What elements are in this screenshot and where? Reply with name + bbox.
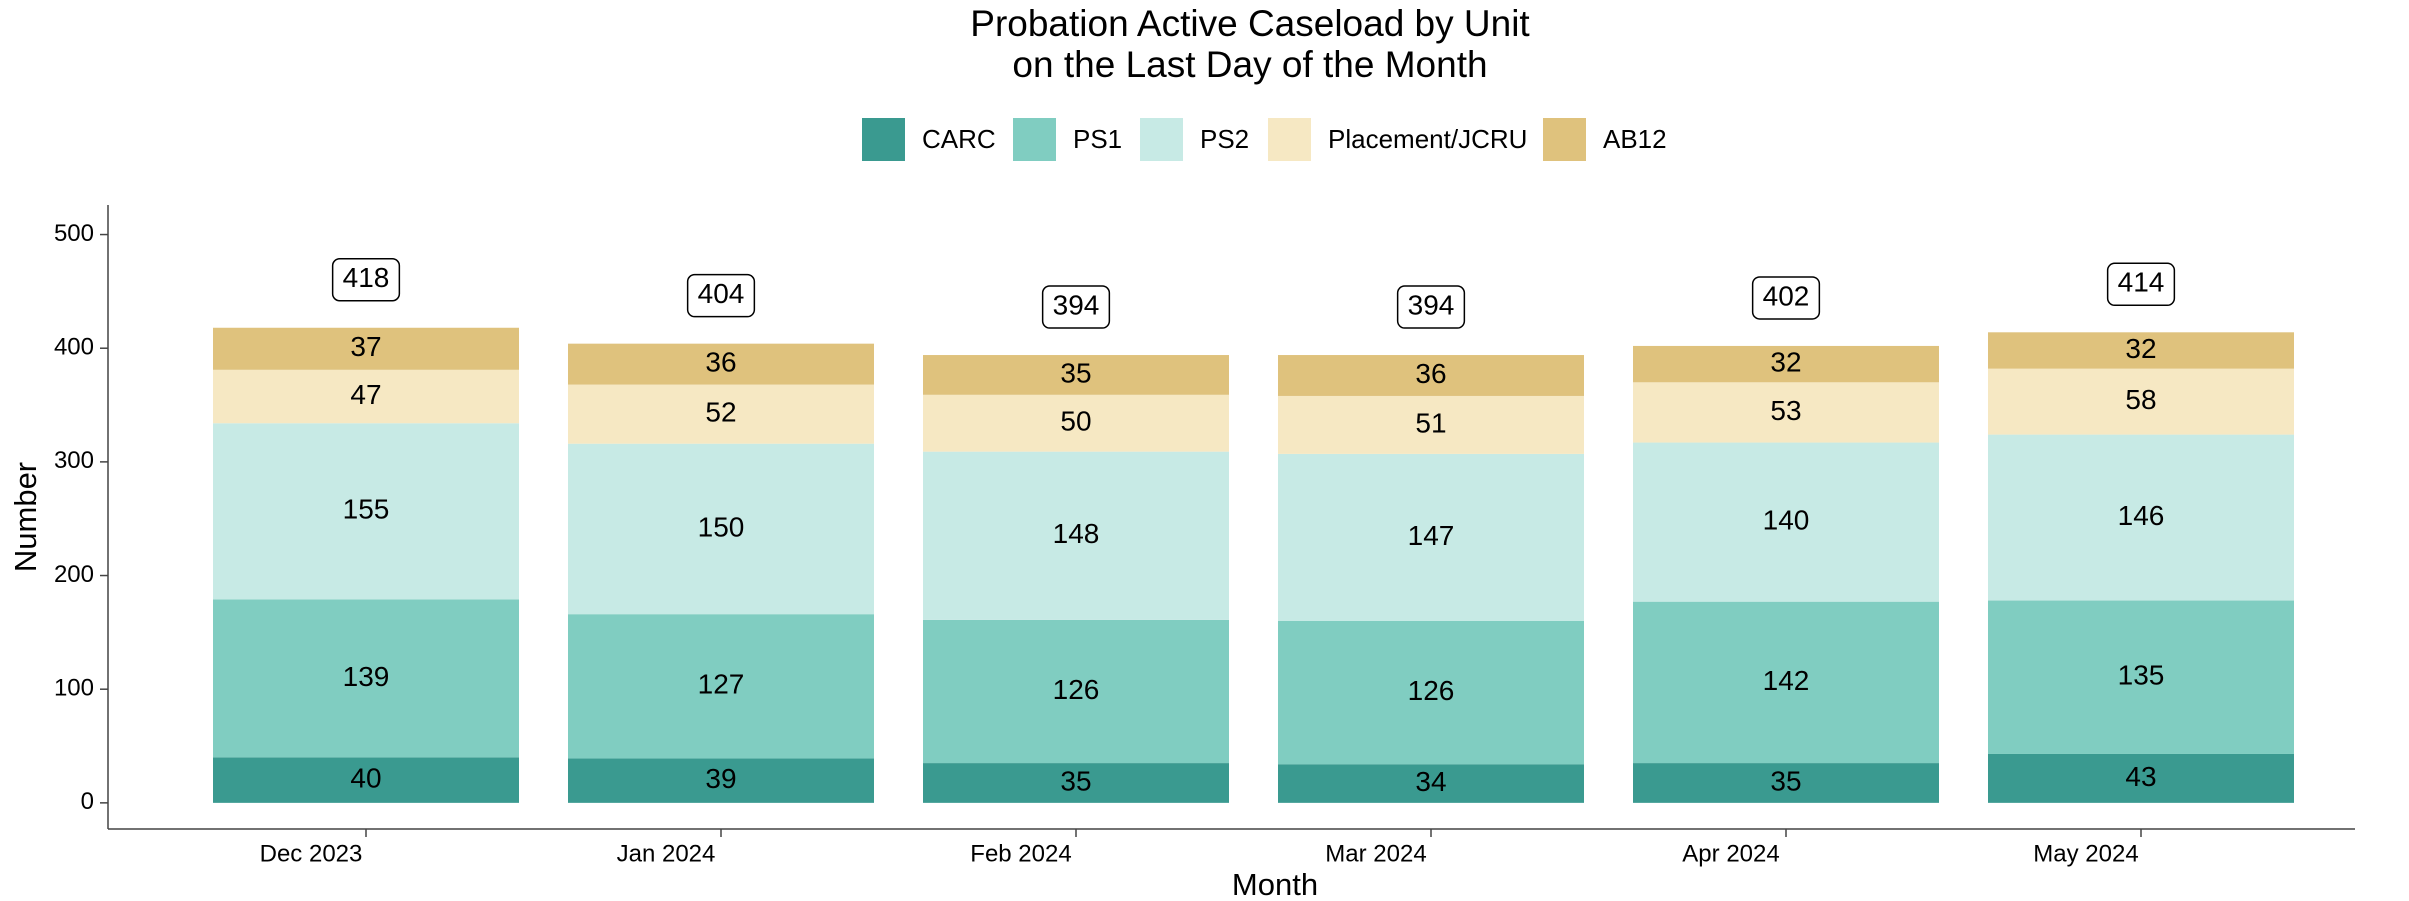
data-label: 150 [698, 511, 745, 542]
data-label: 126 [1053, 674, 1100, 705]
x-axis-label: Month [1232, 867, 1318, 901]
data-label: 43 [2125, 761, 2156, 792]
data-label: 35 [1060, 765, 1091, 796]
bar-segment [213, 423, 519, 600]
data-label: 40 [350, 763, 381, 794]
bar-segment [923, 394, 1229, 452]
bar-segment [923, 619, 1229, 764]
legend-swatch [862, 118, 905, 161]
data-label: 34 [1415, 766, 1446, 797]
bar-segment [1633, 763, 1939, 803]
total-box [2106, 262, 2176, 307]
data-label: 126 [1408, 675, 1455, 706]
x-tick-label: Mar 2024 [1325, 840, 1426, 867]
x-tick-label: Jan 2024 [617, 840, 716, 867]
y-tick-label: 500 [54, 220, 94, 247]
bar-segment [568, 614, 874, 759]
bar-segment [568, 443, 874, 615]
total-box [686, 273, 756, 318]
data-label: 146 [2118, 500, 2165, 531]
y-tick-label: 100 [54, 675, 94, 702]
data-label: 148 [1053, 518, 1100, 549]
legend-label: PS2 [1200, 124, 1249, 154]
data-label: 142 [1763, 665, 1810, 696]
total-label: 414 [2118, 267, 2165, 298]
legend-swatch [1140, 118, 1183, 161]
bar-segment [213, 757, 519, 803]
data-label: 135 [2118, 660, 2165, 691]
total-box [1396, 285, 1466, 329]
bar-segment [1278, 764, 1584, 803]
bar-segment [1633, 382, 1939, 443]
bar-segment [1633, 442, 1939, 602]
total-box [331, 258, 401, 302]
bar-segment [213, 599, 519, 758]
x-tick-label: Dec 2023 [260, 840, 363, 867]
legend-label: AB12 [1603, 124, 1667, 154]
bar-segment [923, 355, 1229, 395]
total-box [1041, 285, 1111, 329]
data-label: 37 [350, 331, 381, 362]
data-label: 36 [705, 347, 736, 378]
bar-segment [1988, 434, 2294, 601]
bar-segment [1278, 453, 1584, 621]
bar-segment [213, 369, 519, 424]
data-label: 58 [2125, 384, 2156, 415]
total-label: 418 [343, 262, 390, 293]
data-label: 52 [705, 397, 736, 428]
x-tick-label: Apr 2024 [1682, 840, 1779, 867]
y-tick-label: 300 [54, 447, 94, 474]
total-label: 394 [1408, 289, 1455, 320]
data-label: 127 [698, 669, 745, 700]
y-axis-label: Number [8, 462, 43, 572]
data-label: 139 [343, 661, 390, 692]
x-tick-label: May 2024 [2033, 840, 2138, 867]
data-label: 32 [2125, 333, 2156, 364]
data-label: 35 [1770, 765, 1801, 796]
data-label: 39 [705, 763, 736, 794]
data-label: 51 [1415, 407, 1446, 438]
bar-segment [1278, 395, 1584, 454]
bar-segment [1633, 601, 1939, 764]
bar-segment [1988, 368, 2294, 435]
data-label: 155 [343, 494, 390, 525]
legend-label: CARC [922, 124, 996, 154]
data-label: 147 [1408, 520, 1455, 551]
bar-segment [1988, 753, 2294, 803]
total-label: 402 [1763, 280, 1810, 311]
data-label: 53 [1770, 395, 1801, 426]
total-box [1751, 276, 1821, 320]
legend-swatch [1013, 118, 1056, 161]
y-tick-label: 400 [54, 334, 94, 361]
bar-segment [1988, 600, 2294, 754]
chart-title: Probation Active Caseload by Unit [970, 3, 1530, 44]
bar-segment [1278, 621, 1584, 765]
data-label: 47 [350, 379, 381, 410]
bar-segment [568, 384, 874, 444]
total-label: 404 [698, 278, 745, 309]
bar-segment [923, 451, 1229, 620]
data-label: 140 [1763, 505, 1810, 536]
bar-segment [213, 327, 519, 370]
data-label: 35 [1060, 357, 1091, 388]
bar-segment [1633, 345, 1939, 383]
y-tick-label: 0 [81, 788, 94, 815]
legend-swatch [1543, 118, 1586, 161]
data-label: 32 [1770, 347, 1801, 378]
data-label: 36 [1415, 358, 1446, 389]
legend-label: PS1 [1073, 124, 1122, 154]
bar-segment [568, 758, 874, 803]
data-label: 50 [1060, 406, 1091, 437]
bar-segment [1988, 332, 2294, 369]
chart-title: on the Last Day of the Month [1012, 44, 1487, 85]
total-label: 394 [1053, 289, 1100, 320]
bar-segment [923, 763, 1229, 803]
x-tick-label: Feb 2024 [970, 840, 1071, 867]
legend-swatch [1268, 118, 1311, 161]
bar-segment [568, 343, 874, 385]
y-tick-label: 200 [54, 561, 94, 588]
legend-label: Placement/JCRU [1328, 124, 1527, 154]
bar-segment [1278, 355, 1584, 396]
